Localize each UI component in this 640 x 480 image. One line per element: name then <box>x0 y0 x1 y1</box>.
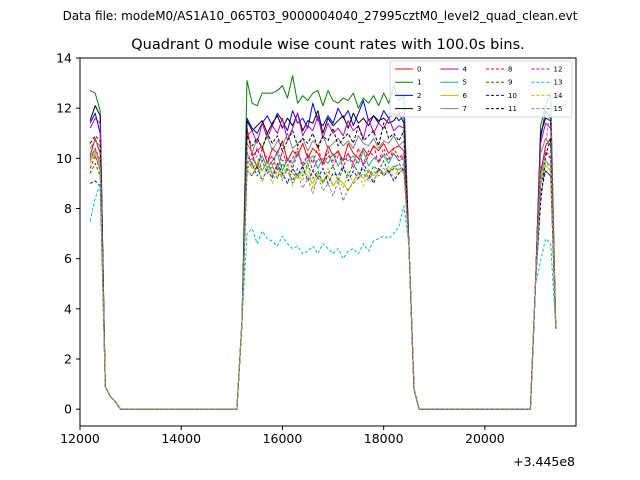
y-axis: 0 2 4 6 8 10 12 14 <box>56 51 80 417</box>
legend-label-3: 3 <box>417 105 421 113</box>
legend-label-13: 13 <box>554 79 563 87</box>
legend-label-12: 12 <box>554 66 563 74</box>
x-tick-label: 20000 <box>465 431 505 446</box>
series-line-module-5 <box>89 150 557 410</box>
series-line-module-9 <box>89 160 557 410</box>
x-tick-label: 12000 <box>60 431 100 446</box>
series-line-module-14 <box>89 152 557 410</box>
series-line-module-7 <box>89 132 557 410</box>
x-tick-label: 14000 <box>161 431 201 446</box>
legend-label-6: 6 <box>463 92 468 100</box>
legend-label-1: 1 <box>417 79 421 87</box>
series-line-module-0 <box>89 127 557 410</box>
series-line-module-15 <box>89 100 557 410</box>
y-tick-label: 6 <box>64 251 72 266</box>
series-line-module-13 <box>89 182 557 410</box>
x-offset-label: +3.445e8 <box>513 454 575 469</box>
y-tick-label: 8 <box>64 201 72 216</box>
legend-label-11: 11 <box>508 105 517 113</box>
y-tick-label: 2 <box>64 352 72 367</box>
series-line-module-8 <box>89 145 557 410</box>
legend-label-7: 7 <box>463 105 467 113</box>
y-tick-label: 4 <box>64 301 72 316</box>
legend-box <box>389 60 573 118</box>
legend-label-2: 2 <box>417 92 421 100</box>
chart-title: Quadrant 0 module wise count rates with … <box>131 37 525 53</box>
y-tick-label: 12 <box>56 101 72 116</box>
legend-label-15: 15 <box>554 105 563 113</box>
series-line-module-12 <box>89 147 557 410</box>
series-line-module-6 <box>89 150 557 410</box>
y-tick-label: 10 <box>56 151 72 166</box>
series-line-module-3 <box>89 105 557 410</box>
series-line-module-4 <box>89 112 557 410</box>
legend-label-10: 10 <box>508 92 517 100</box>
x-axis: 12000 14000 16000 18000 20000 <box>60 426 505 446</box>
legend-label-8: 8 <box>508 66 512 74</box>
series-line-module-11 <box>89 122 557 410</box>
legend-label-4: 4 <box>463 66 468 74</box>
x-tick-label: 18000 <box>364 431 404 446</box>
legend-label-5: 5 <box>463 79 467 87</box>
axes-frame <box>79 57 577 427</box>
y-tick-label: 0 <box>64 402 72 417</box>
series-line-module-2 <box>89 100 557 410</box>
y-tick-label: 14 <box>56 51 72 66</box>
legend-label-14: 14 <box>554 92 563 100</box>
plot-lines <box>89 75 557 410</box>
legend-label-0: 0 <box>417 66 421 74</box>
chart-suptitle: Data file: modeM0/AS1A10_065T03_90000040… <box>63 9 578 23</box>
series-line-module-10 <box>89 162 557 410</box>
legend-label-9: 9 <box>508 79 512 87</box>
x-tick-label: 16000 <box>263 431 303 446</box>
